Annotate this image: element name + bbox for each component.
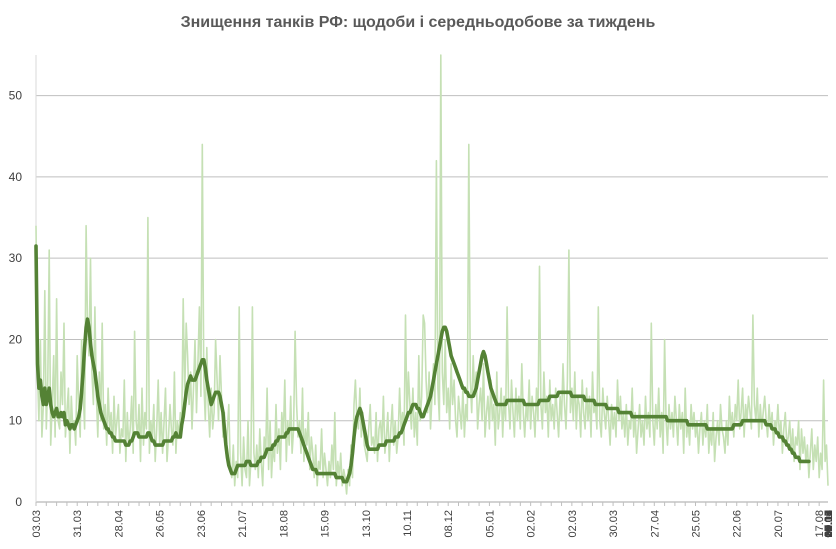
- x-tick-label: 17.08: [814, 510, 826, 538]
- x-tick-label: 08.12: [443, 510, 455, 538]
- x-tick-label: 02.01: [823, 510, 835, 538]
- x-tick-label: 12.10: [823, 510, 835, 538]
- x-tick-label: 15.08: [823, 510, 835, 538]
- x-tick-label: 02.03: [567, 510, 579, 538]
- x-tick-label: 10.11: [402, 510, 414, 537]
- x-tick-label: 05.12: [823, 510, 835, 538]
- x-tick-label: 07.12: [823, 510, 835, 538]
- x-tick-label: 09.11: [823, 510, 835, 537]
- x-tick-label: 23.05: [823, 510, 835, 538]
- x-tick-label: 22.06: [732, 510, 744, 538]
- x-tick-label: 26.05: [155, 510, 167, 538]
- y-tick-label: 10: [9, 414, 23, 428]
- x-tick-label: 04.01: [823, 510, 835, 538]
- series-weekly-avg-line: [34, 244, 811, 484]
- x-tick-label: 27.02: [823, 510, 835, 538]
- y-tick-label: 20: [9, 332, 23, 346]
- x-tick-label: 03.03: [31, 510, 43, 538]
- x-tick-label: 15.09: [320, 510, 332, 538]
- x-tick-label: 25.05: [691, 510, 703, 538]
- chart-title: Знищення танків РФ: щодоби і середньодоб…: [180, 14, 656, 31]
- x-tick-label: 28.03: [823, 510, 835, 538]
- x-tick-label: 13.10: [361, 510, 373, 538]
- y-tick-label: 30: [9, 251, 23, 265]
- x-tick-label: 20.07: [773, 510, 785, 538]
- x-tick-label: 31.03: [72, 510, 84, 538]
- y-tick-label: 50: [9, 89, 23, 103]
- y-tick-label: 0: [15, 495, 22, 509]
- x-tick-label: 29.02: [823, 510, 835, 538]
- x-tick-label: 10.10: [823, 510, 835, 538]
- x-tick-label: 21.07: [237, 510, 249, 538]
- x-tick-label: 25.04: [823, 510, 835, 538]
- x-tick-label: 30.03: [608, 510, 620, 538]
- x-tick-label: 22.05: [823, 510, 835, 538]
- y-tick-label: 40: [9, 170, 23, 184]
- x-tick-label: 27.03: [823, 510, 835, 538]
- x-tick-label: 30.01: [823, 510, 835, 538]
- x-tick-label: 27.04: [649, 510, 661, 538]
- x-tick-label: 23.06: [196, 510, 208, 538]
- x-tick-label: 28.04: [113, 510, 125, 538]
- x-tick-label: 18.07: [823, 510, 835, 538]
- x-tick-label: 05.01: [484, 510, 496, 538]
- x-tick-label: 18.08: [278, 510, 290, 538]
- x-tick-label: 20.06: [823, 510, 835, 538]
- x-tick-label: 02.02: [526, 510, 538, 538]
- x-tick-label: 24.04: [823, 510, 835, 538]
- x-tick-label: 14.09: [823, 510, 835, 538]
- x-tick-label: 01.02: [823, 510, 835, 538]
- x-tick-label: 07.11: [823, 510, 835, 537]
- x-tick-label: 12.09: [823, 510, 835, 538]
